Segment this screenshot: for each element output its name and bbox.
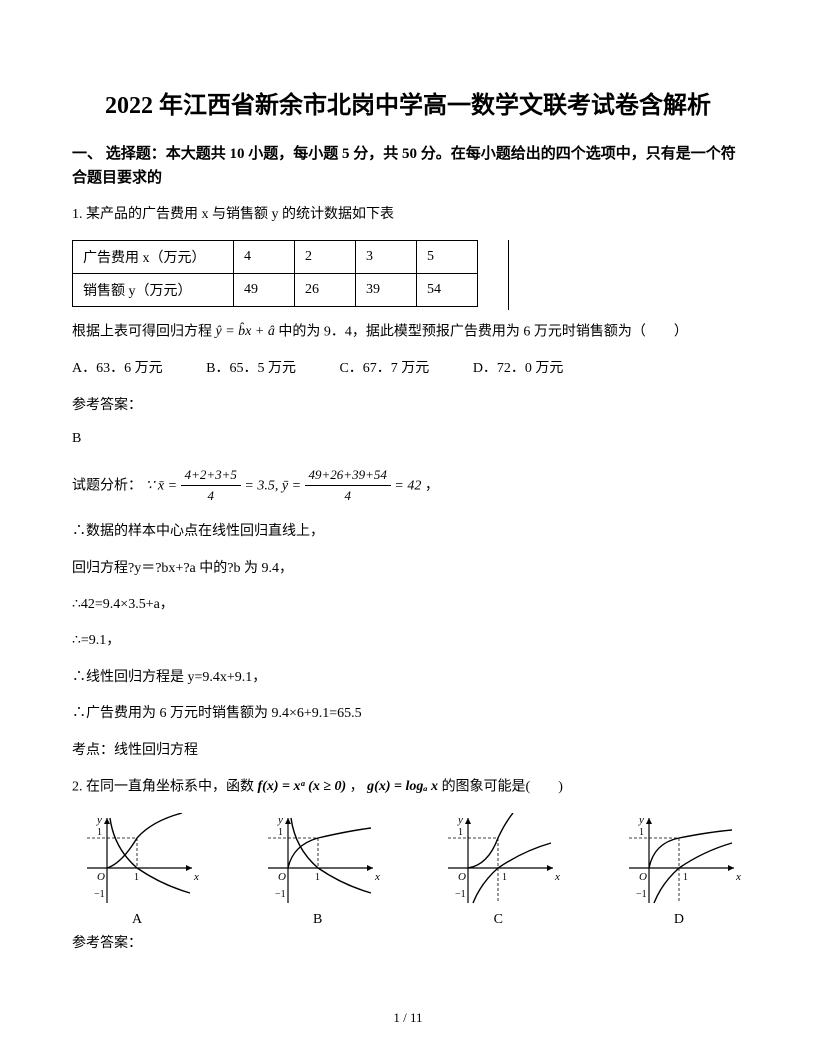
graph-a-svg: x y O 1 1 −1 (72, 813, 202, 908)
q1-after-table: 根据上表可得回归方程 ŷ = b̂x + â 中的为 9．4，据此模型预报广告费… (72, 321, 744, 344)
option-b: B．65．5 万元 (206, 358, 296, 380)
table-cell: 5 (417, 240, 478, 273)
xbar-val: 3.5 (257, 478, 275, 493)
svg-text:1: 1 (639, 827, 644, 838)
table-cell: 39 (356, 273, 417, 306)
graph-b: x y O 1 1 −1 B (253, 813, 383, 928)
svg-text:1: 1 (683, 872, 688, 883)
svg-text:O: O (97, 871, 105, 883)
mean-formula: ∵ x̄ = 4+2+3+5 4 = 3.5, ȳ = 49+26+39+54 … (146, 465, 422, 508)
q1-line: ∴=9.1， (72, 630, 744, 652)
q1-options: A．63．6 万元 B．65．5 万元 C．67．7 万元 D．72．0 万元 (72, 358, 744, 380)
table-cell: 2 (295, 240, 356, 273)
frac-den: 4 (305, 486, 391, 507)
graph-a-label: A (72, 912, 202, 928)
graph-c-svg: x y O 1 1 −1 (433, 813, 563, 908)
regression-formula: ŷ = b̂x + â (216, 321, 275, 343)
q1-line: 考点：线性回归方程 (72, 740, 744, 762)
svg-text:1: 1 (278, 827, 283, 838)
graph-d: x y O 1 1 −1 D (614, 813, 744, 928)
ybar-val: 42 (407, 478, 421, 493)
q1-table: 广告费用 x（万元） 4 2 3 5 销售额 y（万元） 49 26 39 54 (72, 240, 478, 307)
q1-line: ∴广告费用为 6 万元时销售额为 9.4×6+9.1=65.5 (72, 703, 744, 725)
graph-b-label: B (253, 912, 383, 928)
text: 中的为 9．4，据此模型预报广告费用为 6 万元时销售额为（ ） (278, 324, 688, 339)
text: ， (350, 779, 364, 794)
svg-text:−1: −1 (455, 889, 466, 900)
graph-d-label: D (614, 912, 744, 928)
graph-a: x y O 1 1 −1 A (72, 813, 202, 928)
q1-line: ∴线性回归方程是 y=9.4x+9.1， (72, 667, 744, 689)
q1-line: ∴数据的样本中心点在线性回归直线上， (72, 521, 744, 543)
q2-answer-label: 参考答案： (72, 932, 744, 952)
svg-text:1: 1 (502, 872, 507, 883)
text: 2. 在同一直角坐标系中，函数 (72, 779, 254, 794)
svg-text:x: x (374, 871, 380, 883)
svg-text:1: 1 (458, 827, 463, 838)
svg-text:y: y (96, 814, 102, 826)
section-heading: 一、 选择题：本大题共 10 小题，每小题 5 分，共 50 分。在每小题给出的… (72, 142, 744, 190)
svg-text:y: y (277, 814, 283, 826)
table-cell: 26 (295, 273, 356, 306)
svg-text:1: 1 (315, 872, 320, 883)
option-c: C．67．7 万元 (339, 358, 429, 380)
table-cell: 4 (234, 240, 295, 273)
q1-line: ∴42=9.4×3.5+a， (72, 594, 744, 616)
table-cell: 49 (234, 273, 295, 306)
table-cell: 销售额 y（万元） (73, 273, 234, 306)
analysis-label: 试题分析： (72, 478, 142, 493)
table-cell: 54 (417, 273, 478, 306)
graph-b-svg: x y O 1 1 −1 (253, 813, 383, 908)
text: 根据上表可得回归方程 (72, 324, 216, 339)
text: 的图象可能是( ) (442, 779, 563, 794)
svg-text:−1: −1 (275, 889, 286, 900)
graph-d-svg: x y O 1 1 −1 (614, 813, 744, 908)
table-right-border (508, 240, 509, 310)
svg-text:O: O (458, 871, 466, 883)
svg-text:y: y (457, 814, 463, 826)
g-formula: g(x) = logₐ x (367, 776, 438, 798)
svg-text:O: O (278, 871, 286, 883)
graph-c-label: C (433, 912, 563, 928)
graph-c: x y O 1 1 −1 C (433, 813, 563, 928)
q1-analysis: 试题分析： ∵ x̄ = 4+2+3+5 4 = 3.5, ȳ = 49+26+… (72, 465, 744, 508)
svg-text:x: x (554, 871, 560, 883)
svg-text:1: 1 (134, 872, 139, 883)
answer-label: 参考答案： (72, 394, 744, 414)
frac-num: 49+26+39+54 (305, 465, 391, 487)
q2-graphs: x y O 1 1 −1 A x y (72, 813, 744, 928)
frac-num: 4+2+3+5 (181, 465, 241, 487)
svg-text:−1: −1 (636, 889, 647, 900)
svg-text:−1: −1 (94, 889, 105, 900)
table-cell: 广告费用 x（万元） (73, 240, 234, 273)
frac-den: 4 (181, 486, 241, 507)
q1-line: 回归方程?y＝?bx+?a 中的?b 为 9.4， (72, 558, 744, 580)
page-title: 2022 年江西省新余市北岗中学高一数学文联考试卷含解析 (72, 90, 744, 124)
svg-text:x: x (193, 871, 199, 883)
q1-stem: 1. 某产品的广告费用 x 与销售额 y 的统计数据如下表 (72, 204, 744, 226)
page-footer: 1 / 11 (0, 1010, 816, 1026)
svg-text:y: y (638, 814, 644, 826)
table-cell: 3 (356, 240, 417, 273)
q2-stem: 2. 在同一直角坐标系中，函数 f(x) = xᵃ (x ≥ 0) ， g(x)… (72, 776, 744, 799)
svg-text:x: x (735, 871, 741, 883)
svg-text:O: O (639, 871, 647, 883)
option-a: A．63．6 万元 (72, 358, 163, 380)
svg-text:1: 1 (97, 827, 102, 838)
q1-answer: B (72, 428, 744, 450)
f-formula: f(x) = xᵃ (x ≥ 0) (258, 776, 347, 798)
option-d: D．72．0 万元 (473, 358, 564, 380)
